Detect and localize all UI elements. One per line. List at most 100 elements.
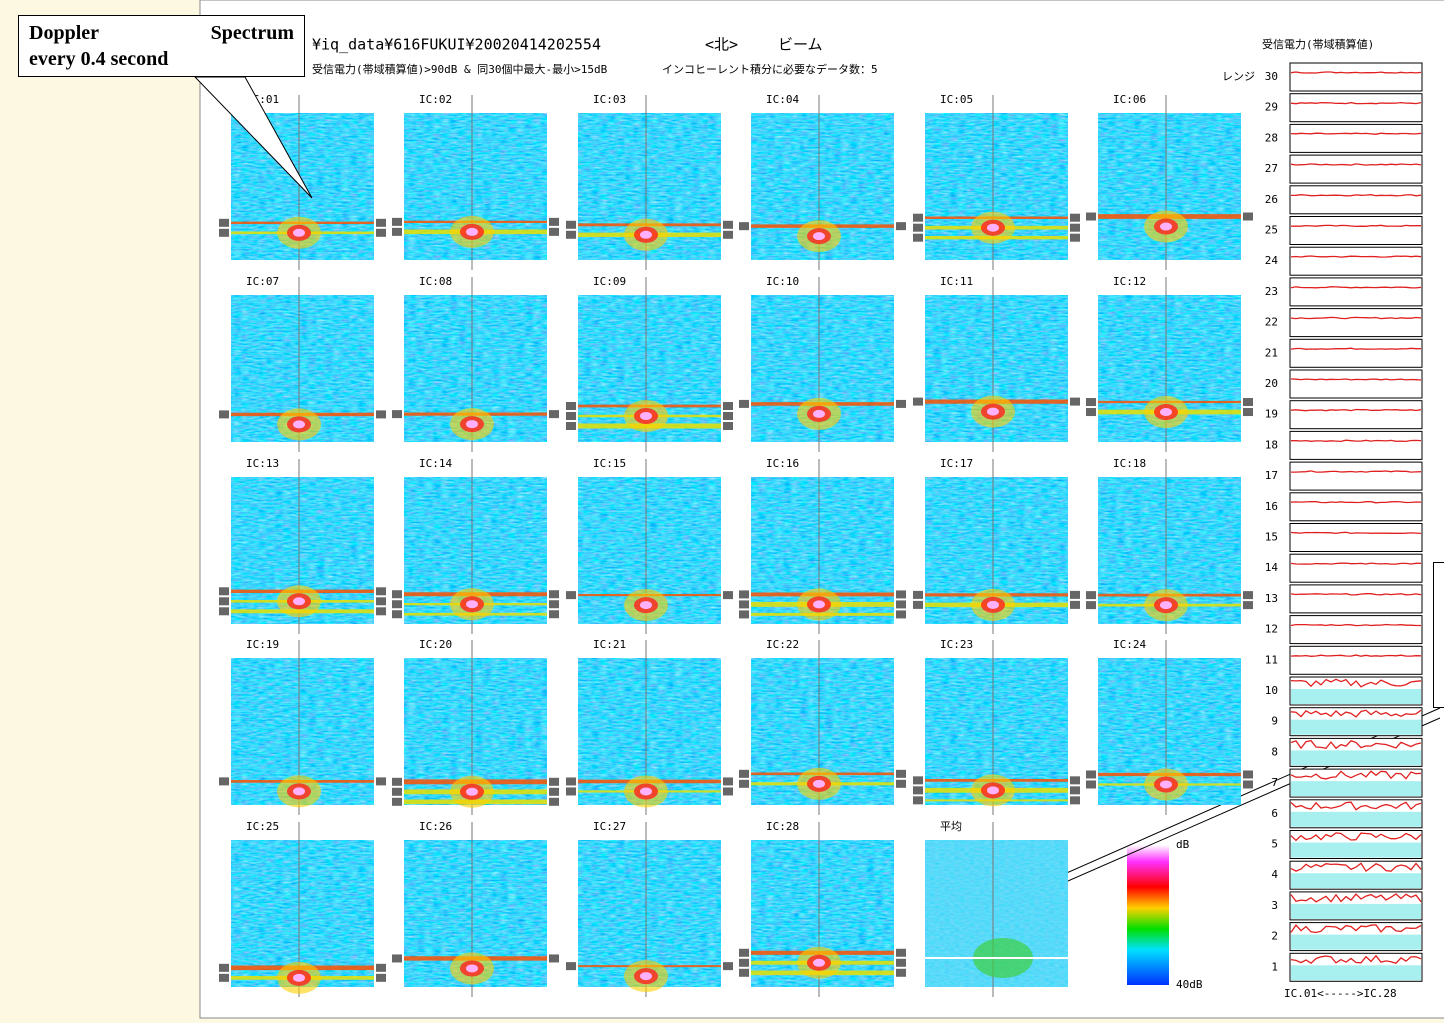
side-marker [913,397,923,406]
echo [1160,601,1172,610]
power-line [1290,378,1422,381]
panel-label: IC:21 [593,638,626,651]
side-marker [896,958,906,967]
panel-label: IC:25 [246,820,279,833]
side-marker [739,948,749,957]
echo [293,973,305,982]
power-fill [1291,750,1421,766]
side-marker [1070,223,1080,232]
side-marker [723,230,733,239]
power-strip [1289,523,1423,552]
callout-tail [193,76,313,199]
callout-line: Doppler Spectrum [29,22,294,44]
side-marker [1070,796,1080,805]
panel-label: IC:22 [766,638,799,651]
echo [813,232,825,241]
power-fill [1291,873,1421,889]
panel-label: IC:17 [940,457,973,470]
range-number: 7 [1271,776,1278,789]
echo [987,407,999,416]
power-line [1291,470,1422,473]
side-marker [549,787,559,796]
colorbar [1127,845,1169,985]
side-marker [1086,601,1096,610]
side-marker [376,410,386,419]
side-marker [392,787,402,796]
side-marker [376,587,386,596]
panel-label: IC:06 [1113,93,1146,106]
side-marker [896,600,906,609]
side-marker [739,590,749,599]
callout: Doppler Spectrum every 0.4 second [18,15,305,77]
side-marker [549,777,559,786]
header-direction: <北> [705,36,738,54]
panel-label: IC:04 [766,93,799,106]
side-marker [723,402,733,411]
power-fill [1291,781,1421,797]
power-fill [1291,965,1421,981]
side-marker [549,217,559,226]
power-strip [1289,553,1423,583]
side-marker [896,948,906,957]
side-marker [376,973,386,982]
range-number: 4 [1271,868,1278,881]
panel-label: IC:05 [940,93,973,106]
callout-line: every 0.4 second [29,48,169,70]
side-marker [376,607,386,616]
side-marker [739,399,749,408]
side-marker [739,769,749,778]
power-line [1290,316,1422,320]
header-condition: 受信電力(帯域積算値)>90dB & 同30個中最大-最小>15dB [312,62,608,76]
panel-label: IC:28 [766,820,799,833]
panel-label: IC:20 [419,638,452,651]
power-strip [1289,615,1423,645]
side-marker [913,590,923,599]
side-marker [1243,591,1253,600]
side-marker [896,610,906,619]
side-marker [913,786,923,795]
side-callout [1433,562,1444,708]
panel-label: IC:08 [419,275,452,288]
side-marker [723,220,733,229]
side-marker [549,227,559,236]
range-number: 30 [1265,70,1278,83]
power-fill [1291,903,1421,919]
panel-label: IC:19 [246,638,279,651]
side-marker [566,591,576,600]
echo [293,228,305,237]
echo [1160,408,1172,417]
range-label: レンジ [1222,70,1255,83]
side-marker [566,787,576,796]
power-line [1290,654,1422,657]
side-marker [566,402,576,411]
range-number: 6 [1271,807,1278,820]
side-marker [392,610,402,619]
range-number: 15 [1265,531,1278,544]
range-number: 2 [1271,930,1278,943]
echo [987,786,999,795]
side-marker [219,607,229,616]
power-line [1290,709,1422,718]
side-marker [723,591,733,600]
panel-label: IC:10 [766,275,799,288]
power-strip [1289,93,1423,123]
side-marker [1243,408,1253,417]
power-strip [1289,154,1423,184]
side-marker [566,412,576,421]
power-strip [1289,430,1423,460]
side-marker [549,797,559,806]
power-line [1290,255,1422,258]
side-marker [392,954,402,963]
power-line [1290,832,1422,842]
echo [640,787,652,796]
power-line [1290,132,1422,135]
power-fill [1291,689,1421,704]
side-marker [219,410,229,419]
side-marker [739,779,749,788]
side-marker [723,787,733,796]
side-marker [219,777,229,786]
header-count: インコヒーレント積分に必要なデータ数：5 [662,62,878,76]
echo [640,412,652,421]
